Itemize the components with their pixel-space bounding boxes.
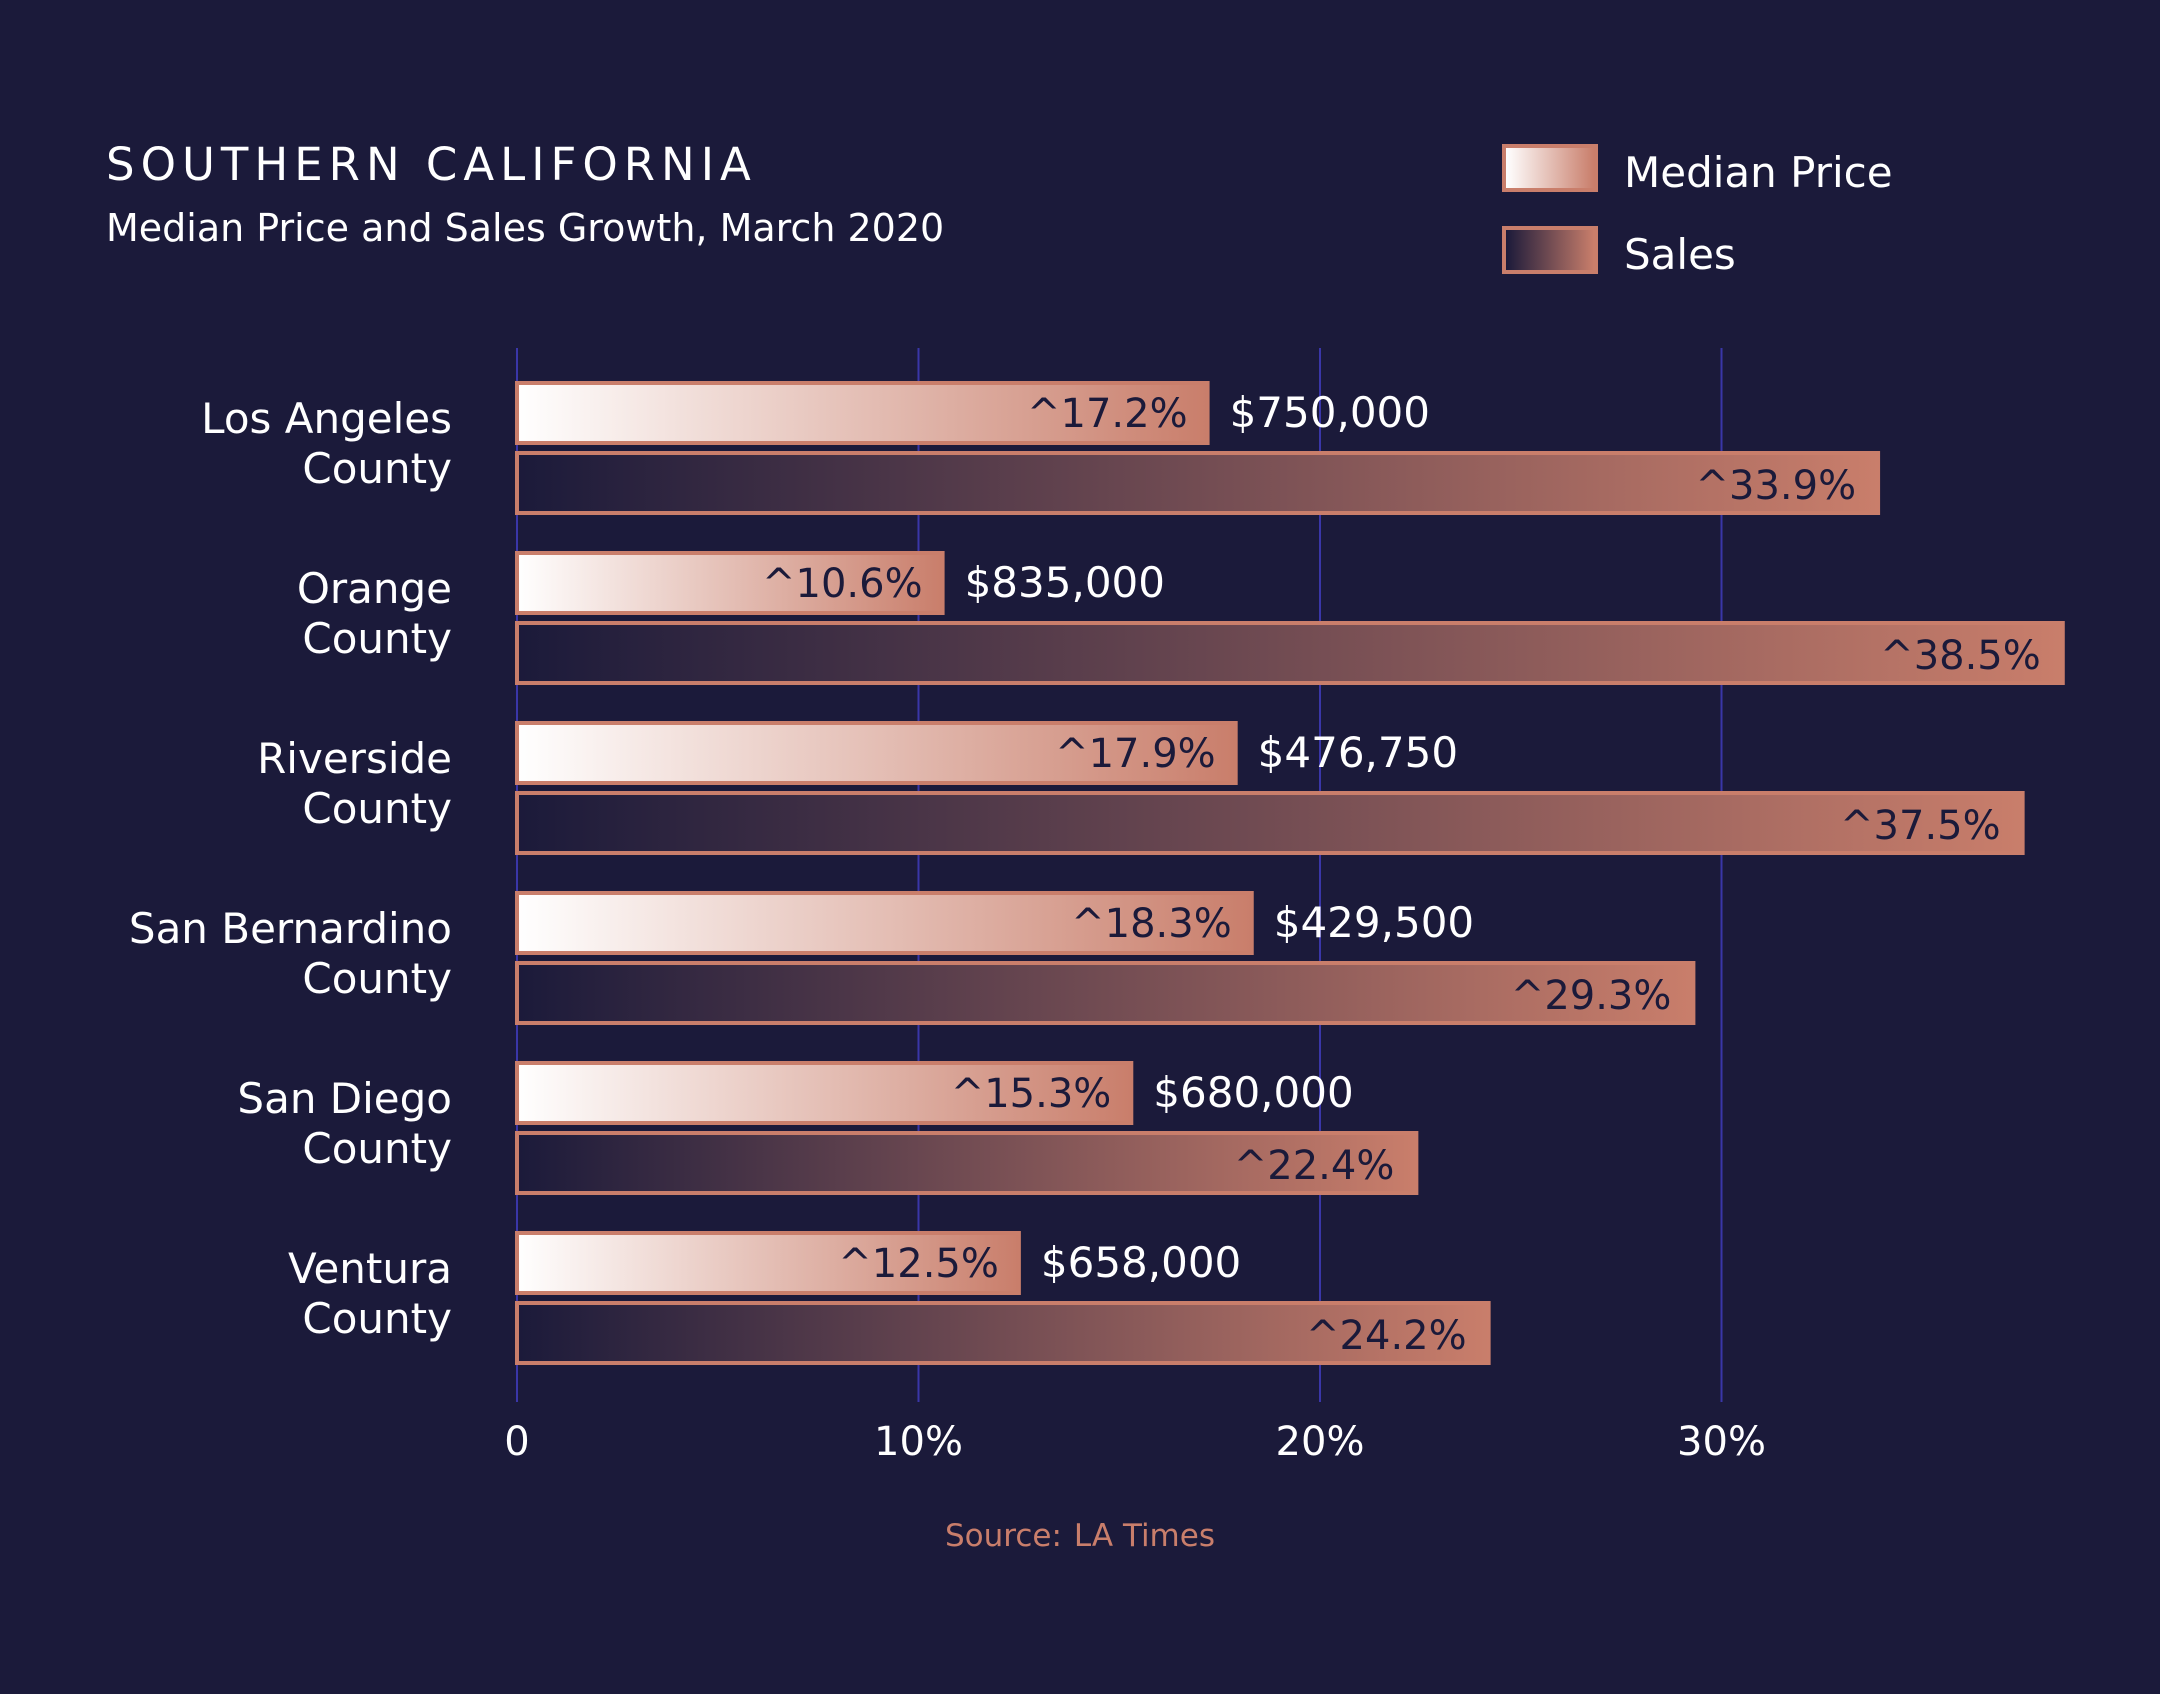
- x-tick-label: 30%: [1677, 1419, 1766, 1465]
- category-label: Riverside: [257, 734, 452, 783]
- bar-sales: [515, 451, 1881, 515]
- median-price-value: $835,000: [965, 558, 1165, 607]
- median-price-value: $658,000: [1041, 1238, 1241, 1287]
- bar-sales: [515, 621, 2065, 685]
- category-label: County: [302, 954, 452, 1003]
- category-label: County: [302, 1124, 452, 1173]
- bar-median-price: [515, 1061, 1134, 1125]
- source-label: Source:: [945, 1518, 1062, 1554]
- legend-swatch-sales: [1502, 226, 1598, 274]
- category-label: Ventura: [288, 1244, 452, 1293]
- category-label: Orange: [297, 564, 452, 613]
- x-tick-label: 10%: [874, 1419, 963, 1465]
- grid-lines: [516, 348, 1723, 1402]
- legend-label-sales: Sales: [1624, 230, 1736, 279]
- bar-sales: [515, 791, 2025, 855]
- x-tick-label: 20%: [1276, 1419, 1365, 1465]
- chart-title: SOUTHERN CALIFORNIA: [106, 138, 757, 191]
- bar-median-price: [515, 551, 945, 615]
- bar-sales-label: ^33.9%: [1695, 463, 1856, 509]
- median-price-value: $476,750: [1258, 728, 1458, 777]
- bar-median-price-label: ^15.3%: [951, 1071, 1112, 1117]
- chart-subtitle: Median Price and Sales Growth, March 202…: [106, 206, 945, 250]
- bar-median-price-label: ^10.6%: [762, 561, 923, 607]
- category-label: San Bernardino: [129, 904, 452, 953]
- bar-sales: [515, 1301, 1491, 1365]
- bar-sales-label: ^22.4%: [1234, 1143, 1395, 1189]
- bar-sales-label: ^24.2%: [1306, 1313, 1467, 1359]
- bar-sales: [515, 961, 1696, 1025]
- category-label: County: [302, 784, 452, 833]
- bar-median-price-label: ^17.2%: [1027, 391, 1188, 437]
- bar-median-price-label: ^12.5%: [838, 1241, 999, 1287]
- category-label: San Diego: [237, 1074, 452, 1123]
- bar-sales: [515, 1131, 1419, 1195]
- category-label: County: [302, 444, 452, 493]
- median-price-value: $429,500: [1274, 898, 1474, 947]
- median-price-value: $680,000: [1153, 1068, 1353, 1117]
- bar-sales-label: ^29.3%: [1511, 973, 1672, 1019]
- bar-median-price: [515, 891, 1254, 955]
- median-price-value: $750,000: [1230, 388, 1430, 437]
- bar-median-price-label: ^18.3%: [1071, 901, 1232, 947]
- bars: [515, 381, 2065, 1365]
- legend-label-median-price: Median Price: [1624, 148, 1893, 197]
- legend-swatch-median-price: [1502, 144, 1598, 192]
- source-value: LA Times: [1073, 1518, 1215, 1554]
- bar-sales-label: ^38.5%: [1880, 633, 2041, 679]
- bar-median-price-label: ^17.9%: [1055, 731, 1216, 777]
- bar-median-price: [515, 1231, 1021, 1295]
- source-note: Source: LA Times: [0, 1518, 2160, 1554]
- bar-median-price: [515, 381, 1210, 445]
- bar-sales-label: ^37.5%: [1840, 803, 2001, 849]
- bar-median-price: [515, 721, 1238, 785]
- category-label: County: [302, 614, 452, 663]
- category-label: County: [302, 1294, 452, 1343]
- category-label: Los Angeles: [201, 394, 452, 443]
- x-tick-label: 0: [504, 1419, 529, 1465]
